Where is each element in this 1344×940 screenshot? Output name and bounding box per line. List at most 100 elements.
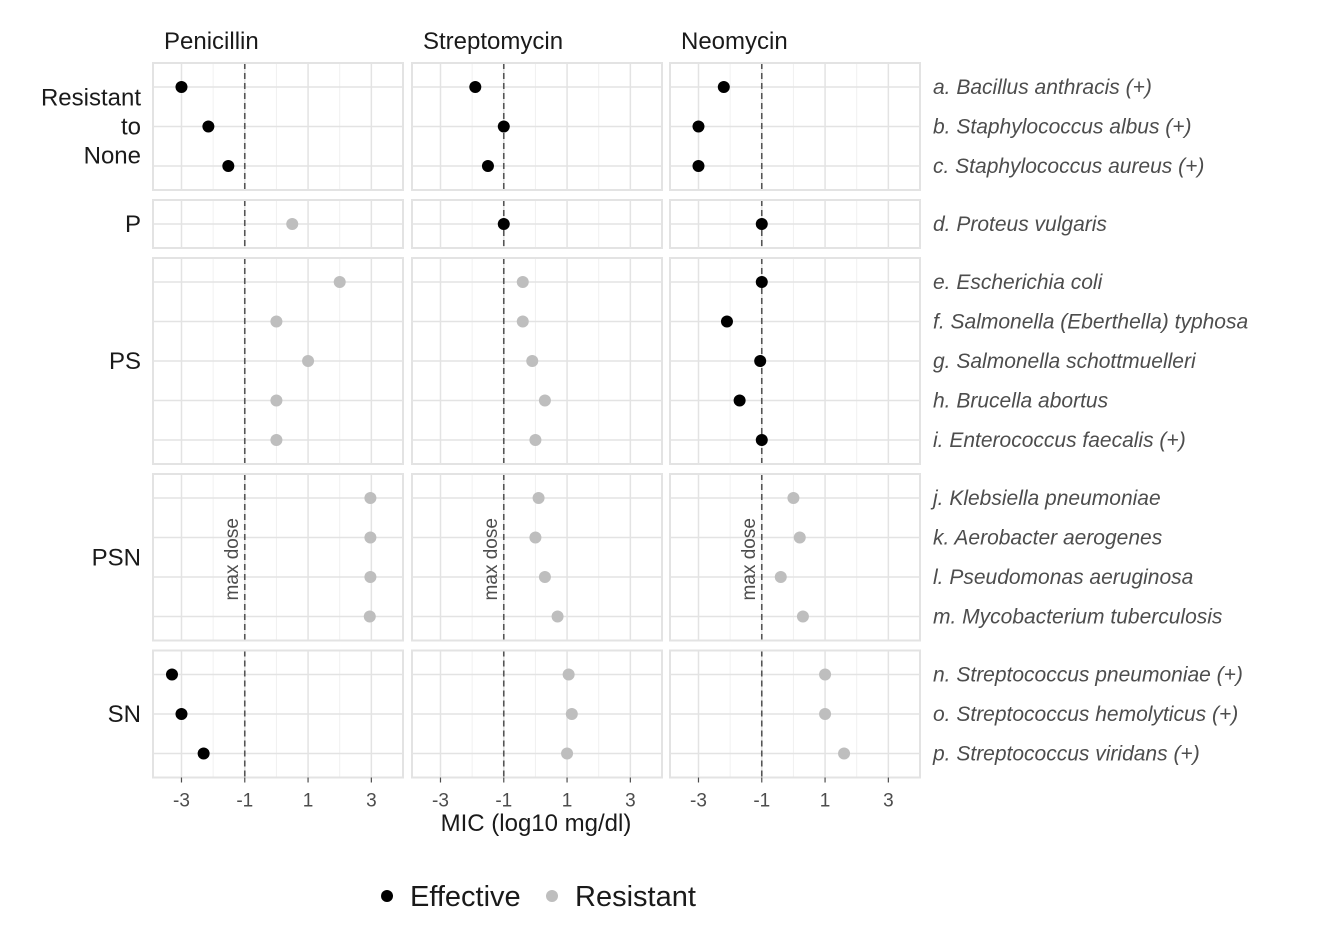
max-dose-label: max dose [481,518,502,600]
chart-panels: max dose max dose max dose [152,62,921,779]
x-tick-label: -1 [495,791,512,812]
data-point-resistant [270,434,283,446]
data-point-resistant [819,708,832,720]
data-point-resistant [364,492,377,504]
panel-resistant-to-none-penicillin [152,62,404,191]
x-tick-label: 3 [366,791,377,812]
x-tick-label: -3 [432,791,449,812]
panel-p-streptomycin [411,199,663,249]
group-label: PSN [92,544,141,571]
panel-ps-penicillin [152,257,404,465]
data-point-resistant [333,276,346,288]
antibiotic-column-titles: Penicillin Streptomycin Neomycin [164,28,788,55]
data-point-effective [175,81,188,93]
bacteria-label: h. Brucella abortus [933,390,1109,413]
x-tick-label: 1 [820,791,831,812]
data-point-resistant [561,747,574,760]
data-point-resistant [796,610,809,623]
legend-key-resistant [546,890,558,902]
bacteria-label: j. Klebsiella pneumoniae [930,487,1161,510]
data-point-effective [175,708,188,720]
data-point-effective [222,160,235,172]
data-point-effective [165,668,178,681]
panel-psn-neomycin: max dose [669,473,921,642]
max-dose-label: max dose [222,518,243,600]
x-tick-label: -1 [236,791,253,812]
panel-border [152,257,404,465]
bacteria-label: f. Salmonella (Eberthella) typhosa [933,311,1248,334]
data-point-effective [755,434,768,446]
panel-ps-streptomycin [411,257,663,465]
data-point-effective [755,276,768,288]
bacteria-label: l. Pseudomonas aeruginosa [933,566,1193,589]
panel-p-penicillin [152,199,404,249]
panel-border [669,257,921,465]
data-point-resistant [838,747,851,760]
panel-psn-streptomycin: max dose [411,473,663,642]
data-point-resistant [286,218,299,230]
data-point-effective [481,160,494,172]
panel-border [669,649,921,779]
data-point-effective [497,218,510,230]
x-axis-ticks: -3 -1 1 3 -3 -1 1 3 -3 -1 1 3 [173,777,894,812]
x-tick-label: -3 [690,791,707,812]
panel-sn-penicillin [152,649,404,779]
bacteria-label: d. Proteus vulgaris [933,213,1107,236]
group-label: PS [109,348,141,375]
data-point-resistant [562,668,575,681]
bacteria-label: k. Aerobacter aerogenes [933,527,1163,550]
x-axis-title: MIC (log10 mg/dl) [441,810,632,837]
data-point-effective [497,120,510,133]
x-tick-label: 1 [562,791,573,812]
panel-border [669,199,921,249]
data-point-effective [469,81,482,93]
data-point-resistant [565,708,578,720]
data-point-resistant [302,355,315,367]
panel-sn-streptomycin [411,649,663,779]
panel-ps-neomycin [669,257,921,465]
data-point-effective [202,120,215,133]
panel-border [411,649,663,779]
bacteria-label: p. Streptococcus viridans (+) [932,743,1200,766]
bacteria-label: m. Mycobacterium tuberculosis [933,606,1223,629]
panel-border [669,473,921,642]
data-point-resistant [270,394,283,407]
group-label: Resistant [41,85,141,112]
data-point-effective [720,315,733,328]
data-point-resistant [363,610,376,623]
panel-resistant-to-none-streptomycin [411,62,663,191]
group-label: P [125,211,141,238]
data-point-resistant [774,571,787,583]
data-point-resistant [364,531,377,544]
panel-border [411,257,663,465]
panel-border [411,62,663,191]
data-point-resistant [516,315,529,328]
panel-border [152,649,404,779]
data-point-resistant [551,610,564,623]
group-label: to [121,114,141,141]
bacteria-label: i. Enterococcus faecalis (+) [933,429,1186,452]
panel-resistant-to-none-neomycin [669,62,921,191]
bacteria-labels: a. Bacillus anthracis (+) b. Staphylococc… [930,76,1248,766]
data-point-resistant [787,492,800,504]
bacteria-label: n. Streptococcus pneumoniae (+) [933,664,1243,687]
bacteria-label: b. Staphylococcus albus (+) [933,116,1192,139]
legend-label-effective: Effective [410,881,521,913]
bacteria-label: c. Staphylococcus aureus (+) [933,155,1204,178]
panel-background [153,474,403,641]
data-point-resistant [529,531,542,544]
column-title-penicillin: Penicillin [164,28,259,55]
data-point-resistant [270,315,283,328]
panel-border [152,62,404,191]
panel-sn-neomycin [669,649,921,779]
legend-label-resistant: Resistant [575,881,696,913]
data-point-effective [755,218,768,230]
x-tick-label: 3 [883,791,894,812]
column-title-streptomycin: Streptomycin [423,28,563,55]
bacteria-label: a. Bacillus anthracis (+) [933,76,1152,99]
data-point-effective [733,394,746,407]
data-point-effective [717,81,730,93]
panel-border [152,199,404,249]
